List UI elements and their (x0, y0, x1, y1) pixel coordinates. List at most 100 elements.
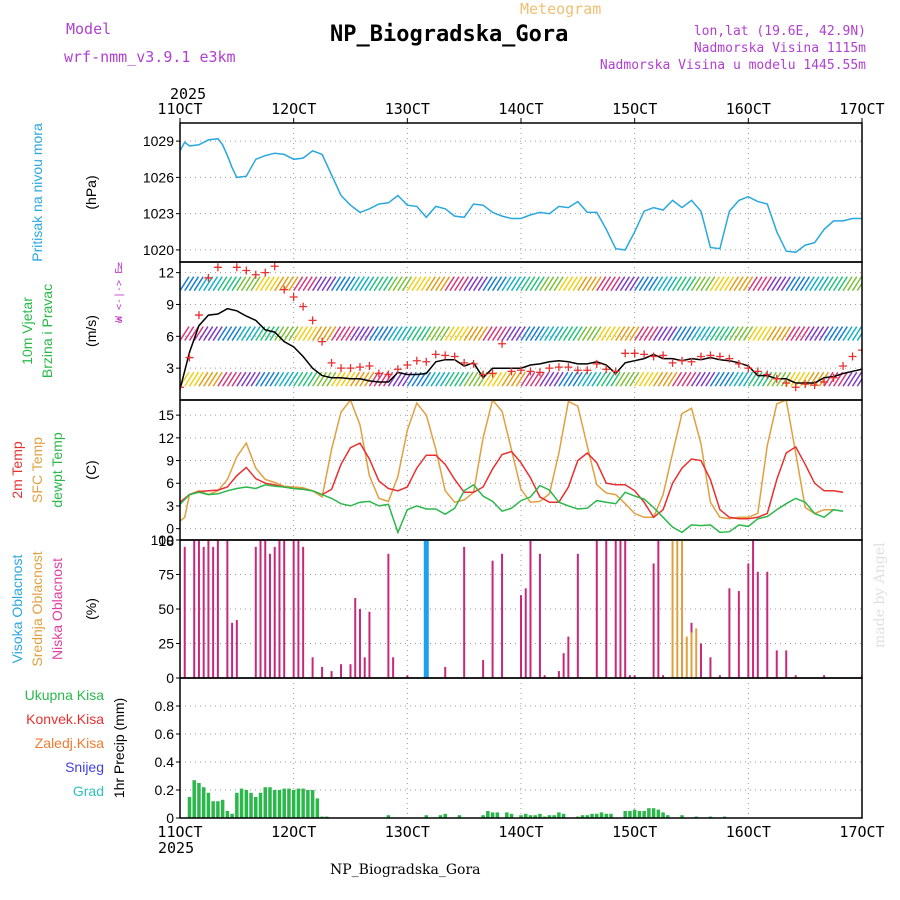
wind-barb (349, 276, 361, 292)
gust-marker (337, 364, 346, 373)
wind-barb (340, 326, 351, 341)
gust-marker (327, 358, 336, 367)
wind-barb (368, 326, 380, 341)
bar-visoka-oblacnost (423, 540, 429, 678)
gust-marker (668, 358, 677, 367)
panel-plot-area (183, 540, 862, 678)
wind-barb (193, 326, 204, 341)
wind-barb (539, 371, 550, 387)
bar-ukupna-kisa (443, 813, 447, 818)
bar-ukupna-kisa (599, 812, 604, 818)
wind-barb (534, 371, 545, 387)
wind-barb (364, 326, 375, 341)
y-tick-label: 100 (151, 532, 175, 548)
wind-barb (771, 276, 782, 292)
model-name: wrf-nmm_v3.9.1 e3km (64, 48, 236, 66)
wind-barb (316, 326, 327, 341)
gust-marker (706, 351, 715, 360)
wind-barb (690, 276, 702, 292)
wind-barb (634, 276, 645, 292)
wind-barb (283, 371, 294, 387)
wind-barb (600, 371, 612, 387)
bar-ukupna-kisa (528, 815, 533, 818)
page-title: NP_Biogradska_Gora (330, 22, 569, 47)
wind-barb (733, 326, 744, 341)
wind-barb (477, 276, 489, 292)
wind-barb (250, 276, 261, 292)
wind-barb (435, 276, 446, 292)
wind-barb (335, 371, 346, 387)
y-tick-label: 6 (166, 328, 174, 344)
wind-barb (463, 326, 474, 341)
bar-ukupna-kisa (291, 790, 296, 818)
bar-ukupna-kisa (263, 787, 267, 818)
gust-marker (839, 362, 848, 371)
wind-barb (501, 371, 512, 387)
wind-barb (510, 371, 522, 387)
y-tick-label: 9 (166, 453, 174, 469)
bar-niska-oblacnost (292, 540, 295, 678)
bar-ukupna-kisa (258, 792, 263, 818)
wind-barb (638, 276, 650, 292)
wind-barb (695, 371, 706, 387)
wind-barb (302, 371, 313, 387)
wind-barb (572, 326, 583, 341)
wind-barb (657, 371, 668, 387)
wind-barb (738, 371, 749, 387)
wind-barb (449, 371, 460, 387)
wind-barb (496, 371, 507, 387)
wind-barb (231, 276, 242, 292)
wind-barb (444, 371, 455, 387)
panel-wind: 3 6 9 12 10m Vjetar Brzina i Pravac (m/s) W <-|… (19, 261, 863, 401)
bar-ukupna-kisa (666, 815, 670, 818)
wind-barb (425, 326, 436, 341)
bar-niska-oblacnost (491, 560, 494, 678)
wind-barb (562, 371, 574, 387)
bar-niska-oblacnost (529, 540, 532, 678)
wind-barb (383, 276, 394, 292)
wind-barb (307, 276, 318, 292)
wind-barb (491, 276, 503, 292)
wind-barb (553, 276, 564, 292)
bar-ukupna-kisa (490, 812, 495, 818)
wind-barb (719, 276, 730, 292)
gust-marker (185, 353, 194, 362)
bar-niska-oblacnost (226, 540, 229, 678)
gust-marker (251, 270, 260, 279)
wind-barb (619, 326, 631, 341)
bar-ukupna-kisa (595, 813, 599, 818)
gust-marker (422, 357, 431, 366)
bar-niska-oblacnost (363, 657, 366, 678)
wind-barb (311, 326, 323, 341)
bar-niska-oblacnost (368, 611, 371, 678)
gust-marker (355, 363, 364, 372)
bar-niska-oblacnost (302, 546, 305, 678)
wind-barb (847, 371, 858, 387)
bar-ukupna-kisa (315, 798, 320, 818)
wind-barb (378, 276, 389, 292)
wind-barb (335, 276, 346, 292)
wind-barb (226, 371, 237, 387)
wind-barb (236, 276, 247, 292)
bar-ukupna-kisa (628, 811, 632, 818)
wind-barb (558, 276, 569, 292)
bar-niska-oblacnost (718, 675, 721, 678)
wind-barb (671, 371, 683, 387)
gust-marker (318, 337, 327, 346)
wind-barb (814, 371, 825, 387)
wind-barb (240, 276, 252, 292)
x-tick-label-top: 17OCT (839, 100, 884, 118)
wind-barb (416, 276, 427, 292)
bar-niska-oblacnost (406, 675, 409, 678)
x-tick-label-top: 16OCT (726, 100, 771, 118)
wind-barb (515, 276, 526, 292)
wind-barb (364, 276, 375, 292)
wind-barb (269, 371, 280, 387)
wind-barb (705, 276, 716, 292)
wind-barb (562, 276, 574, 292)
wind-barb (572, 276, 583, 292)
wind-barb (728, 276, 740, 292)
wind-barb (539, 276, 550, 292)
wind-compass-bottom: S (117, 316, 122, 326)
wind-barb (581, 326, 593, 341)
